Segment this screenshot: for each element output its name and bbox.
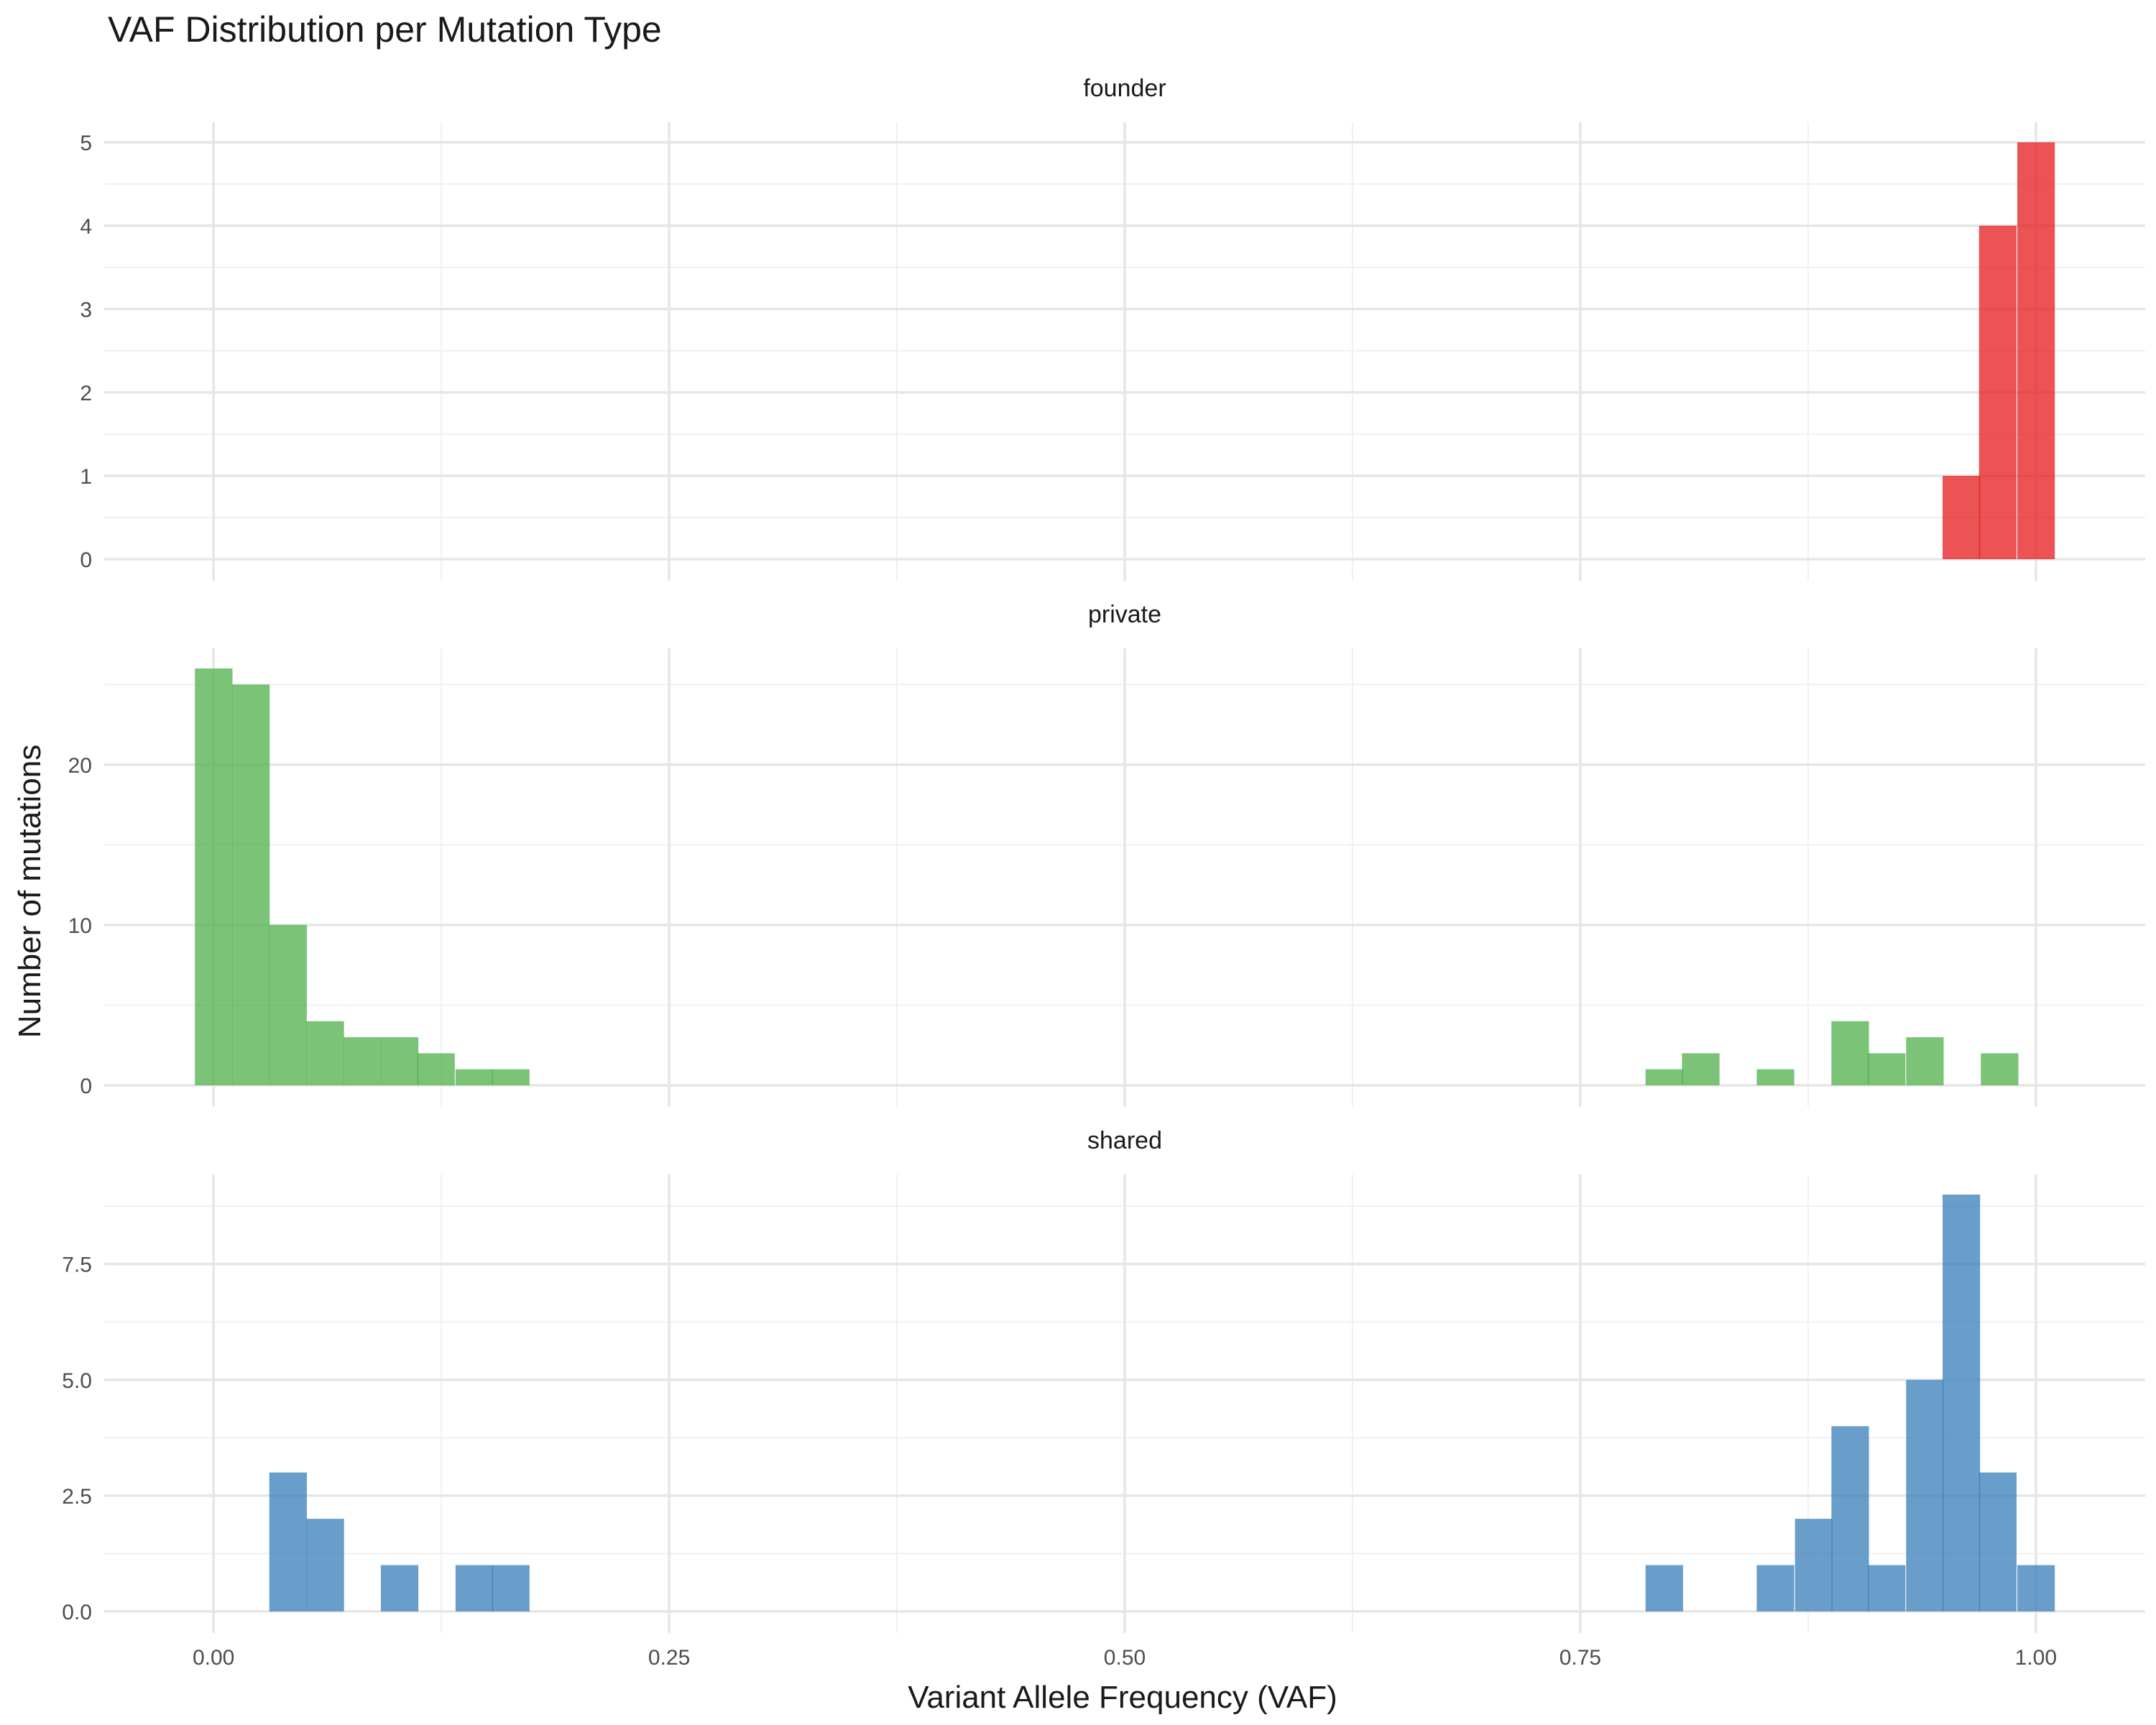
histogram-bar-shared (269, 1472, 307, 1611)
facet-shared: shared 0.0 2.5 5.0 7.5 (62, 1127, 2145, 1633)
histogram-bar-private (380, 1037, 419, 1085)
histogram-bar-founder (1943, 476, 1981, 559)
histogram-bar-private (1756, 1069, 1795, 1085)
histogram-bar-private (269, 924, 307, 1085)
histogram-bar-private (417, 1053, 455, 1085)
y-tick-label: 10 (68, 914, 92, 938)
histogram-bar-private (1831, 1021, 1869, 1085)
y-tick-label: 0 (80, 1075, 92, 1098)
histogram-bar-private (1868, 1053, 1906, 1085)
y-tick-label: 3 (80, 298, 92, 322)
y-tick-label: 4 (80, 215, 92, 239)
histogram-bar-private (455, 1069, 494, 1085)
histogram-bar-private (1682, 1053, 1720, 1085)
histogram-bar-founder (1978, 226, 2017, 559)
histogram-bar-shared (492, 1565, 530, 1611)
histogram-bar-shared (1943, 1195, 1981, 1611)
histogram-bar-shared (1831, 1426, 1869, 1611)
facet-label-shared: shared (1087, 1127, 1162, 1154)
histogram-bar-private (344, 1037, 382, 1085)
histogram-bar-shared (306, 1519, 344, 1611)
y-tick-label: 5 (80, 132, 92, 155)
facet-panels: founder 0 1 2 3 4 5 private 0 10 20 shared 0.0 2.5 5.0… (62, 75, 2145, 1633)
y-tick-label: 1 (80, 465, 92, 489)
histogram-bar-shared (1756, 1565, 1795, 1611)
y-tick-label: 2 (80, 382, 92, 405)
histogram-bar-private (306, 1021, 344, 1085)
histogram-bar-shared (1795, 1519, 1833, 1611)
facet-founder: founder 0 1 2 3 4 5 (80, 75, 2145, 581)
x-tick-label: 0.25 (648, 1646, 690, 1670)
y-tick-label: 5.0 (62, 1369, 92, 1393)
histogram-bar-private (195, 668, 233, 1085)
x-tick-label: 0.75 (1560, 1646, 1601, 1670)
x-axis: 0.00 0.25 0.50 0.75 1.00 (193, 1646, 2057, 1670)
histogram-bar-founder (2017, 142, 2055, 559)
facet-label-founder: founder (1083, 75, 1166, 102)
histogram-bar-shared (380, 1565, 419, 1611)
x-axis-title: Variant Allele Frequency (VAF) (908, 1680, 1337, 1715)
histogram-bar-private (492, 1069, 530, 1085)
y-tick-label: 7.5 (62, 1254, 92, 1277)
histogram-bar-private (1981, 1053, 2019, 1085)
y-tick-label: 20 (68, 754, 92, 778)
facet-label-private: private (1088, 601, 1161, 628)
y-tick-label: 0 (80, 548, 92, 572)
histogram-bar-private (232, 684, 270, 1085)
histogram-bar-shared (1978, 1472, 2017, 1611)
histogram-bar-shared (1906, 1379, 1944, 1611)
histogram-bar-shared (455, 1565, 494, 1611)
x-tick-label: 0.50 (1104, 1646, 1146, 1670)
y-axis-title: Number of mutations (12, 745, 47, 1038)
y-tick-label: 2.5 (62, 1485, 92, 1509)
histogram-bar-private (1906, 1037, 1944, 1085)
chart-title: VAF Distribution per Mutation Type (108, 9, 662, 50)
x-tick-label: 1.00 (2015, 1646, 2057, 1670)
histogram-bar-private (1645, 1069, 1683, 1085)
histogram-bar-shared (1868, 1565, 1906, 1611)
x-tick-label: 0.00 (193, 1646, 234, 1670)
y-tick-label: 0.0 (62, 1601, 92, 1624)
histogram-bar-shared (1645, 1565, 1683, 1611)
histogram-bar-shared (2017, 1565, 2055, 1611)
facet-private: private 0 10 20 (68, 601, 2145, 1107)
